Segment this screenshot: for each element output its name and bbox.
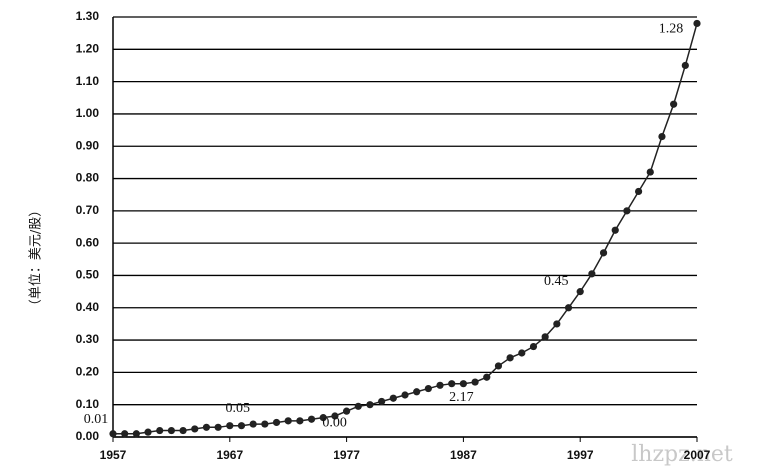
point: [179, 426, 187, 435]
y-tick-label: 1.30: [76, 9, 100, 23]
point: [448, 380, 456, 388]
y-tick-label: 0.40: [76, 300, 100, 314]
point: [343, 407, 351, 415]
annotation: 0.45: [544, 274, 569, 289]
point: [121, 430, 129, 438]
point: [506, 354, 514, 362]
y-tick-label: 0.10: [76, 397, 100, 411]
point: [518, 349, 526, 357]
y-tick-label: 0.90: [76, 138, 100, 152]
y-tick-label: 1.10: [76, 74, 100, 88]
y-tick-label: 0.30: [76, 332, 100, 346]
point: [401, 391, 409, 399]
x-tick-label: 1967: [216, 448, 243, 462]
point: [588, 270, 596, 278]
point: [261, 420, 269, 428]
y-axis-label: （单位：美元/股）: [29, 204, 44, 312]
annotation: 0.01: [84, 412, 109, 427]
point: [366, 401, 374, 409]
point: [156, 426, 164, 435]
point: [214, 423, 222, 431]
y-tick-label: 0.60: [76, 235, 100, 249]
point: [541, 333, 549, 341]
y-tick-label: 0.80: [76, 171, 100, 185]
point: [471, 378, 479, 386]
point: [494, 362, 503, 370]
y-tick-label: 0.70: [76, 203, 100, 217]
point: [202, 423, 211, 431]
x-tick-label: 1977: [333, 448, 360, 462]
y-tick-label: 0.20: [76, 365, 100, 379]
x-tick-label: 1957: [100, 448, 127, 462]
annotation: 1.28: [659, 22, 684, 37]
point: [319, 414, 327, 422]
point: [459, 380, 467, 388]
point: [354, 402, 362, 410]
point: [681, 61, 689, 70]
point: [331, 412, 339, 420]
point: [272, 418, 281, 427]
point: [378, 397, 386, 406]
point: [226, 422, 234, 430]
point: [296, 417, 304, 425]
y-tick-label: 0.00: [76, 429, 100, 443]
point: [191, 425, 199, 433]
point: [109, 430, 117, 438]
annotation: 0.00: [322, 415, 347, 430]
point: [237, 422, 246, 430]
x-tick-label: 2007: [684, 448, 711, 462]
point: [483, 373, 491, 381]
point: [564, 304, 573, 312]
point: [611, 226, 619, 234]
y-tick-label: 1.00: [76, 106, 100, 120]
point: [529, 342, 538, 351]
point: [693, 19, 701, 28]
point: [623, 207, 631, 215]
point: [635, 187, 643, 196]
annotation: 0.05: [226, 401, 251, 416]
point: [646, 168, 654, 176]
point: [436, 381, 444, 389]
point: [389, 394, 397, 402]
point: [599, 249, 608, 257]
annotation: 2.17: [449, 390, 474, 405]
point: [670, 100, 678, 108]
point: [144, 428, 152, 436]
y-tick-label: 1.20: [76, 41, 100, 55]
point: [553, 320, 561, 328]
point: [307, 415, 316, 423]
point: [576, 288, 584, 296]
point: [413, 388, 421, 396]
y-tick-label: 0.50: [76, 268, 100, 282]
x-tick-label: 1997: [567, 448, 594, 462]
point: [132, 430, 140, 438]
point: [284, 417, 292, 425]
point: [658, 132, 666, 141]
point: [167, 426, 175, 435]
x-tick-label: 1987: [450, 448, 477, 462]
point: [249, 420, 257, 428]
watermark: lhzpz.net: [631, 442, 733, 467]
point: [424, 384, 432, 393]
